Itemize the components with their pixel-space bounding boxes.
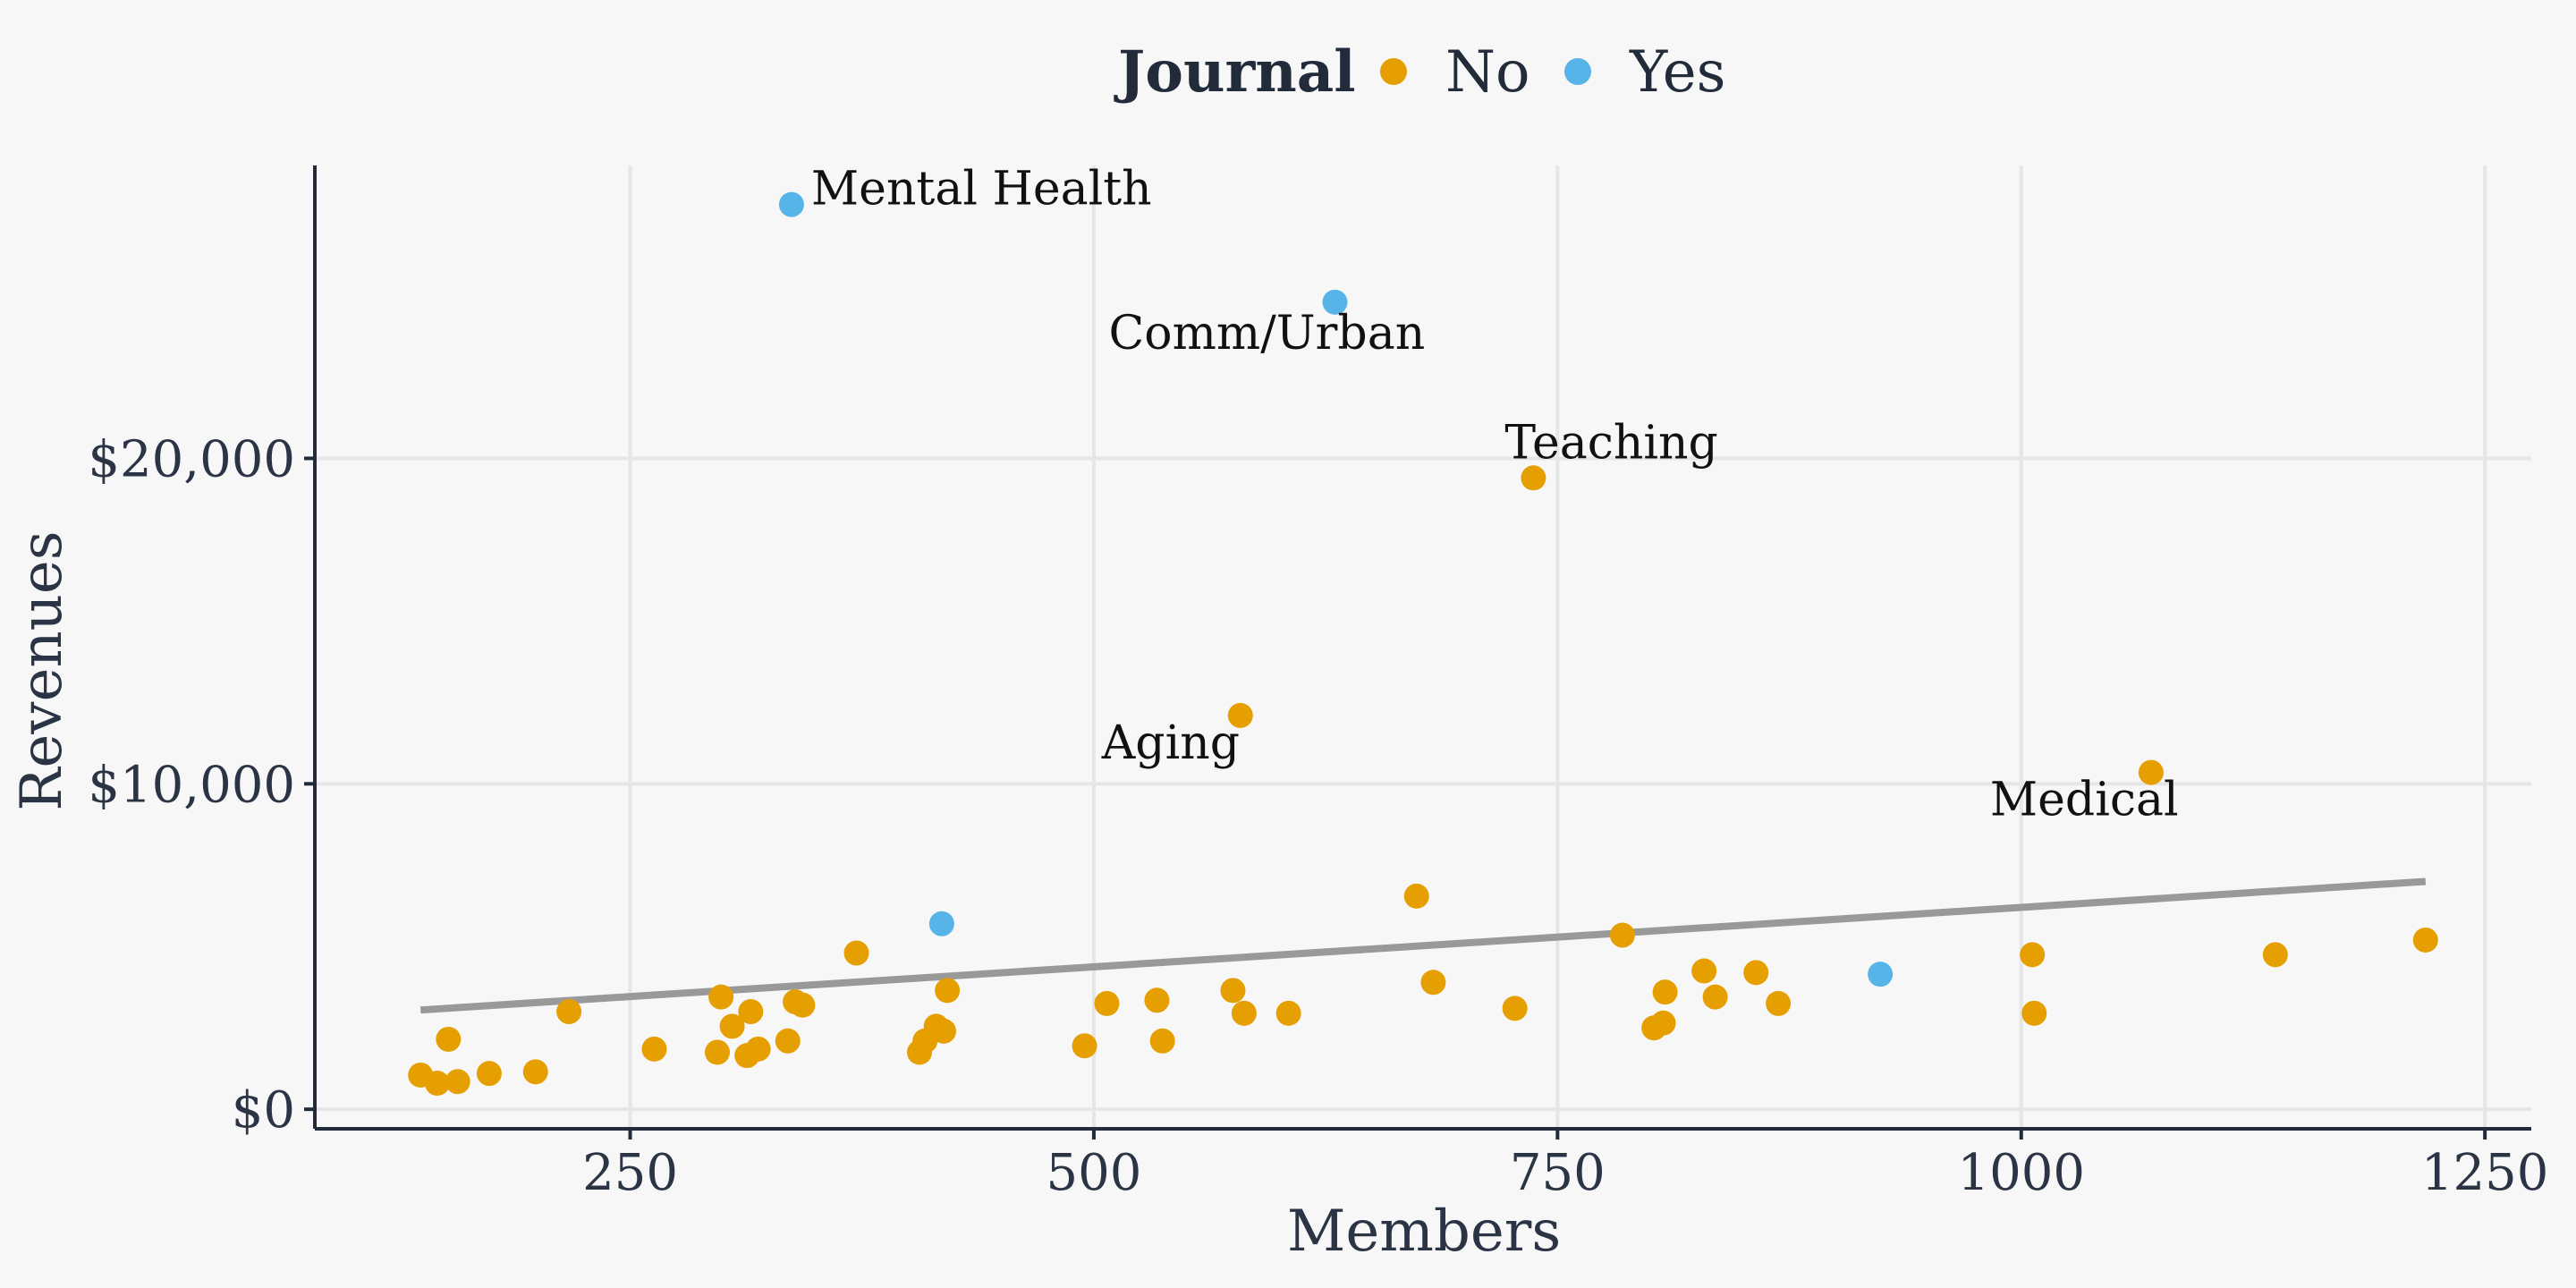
x-tick-label: 1000	[1957, 1144, 2085, 1202]
data-point	[1766, 990, 1792, 1016]
data-point	[1650, 1010, 1676, 1036]
data-point	[738, 999, 764, 1025]
data-point	[1072, 1033, 1097, 1059]
data-point	[1231, 1000, 1257, 1026]
data-point	[1322, 289, 1348, 315]
legend-key	[1380, 58, 1407, 85]
x-axis-title: Members	[1287, 1199, 1561, 1265]
data-point	[778, 191, 804, 217]
data-point	[1502, 996, 1528, 1021]
point-label: Mental Health	[811, 163, 1152, 216]
data-points	[408, 191, 2438, 1097]
x-tick-label: 1250	[2421, 1144, 2549, 1202]
point-label: Medical	[1990, 774, 2179, 827]
point-labels: Mental Health Comm/Urban Teaching Aging Medi…	[811, 163, 2179, 827]
data-point	[930, 1018, 956, 1044]
data-point	[1521, 465, 1546, 491]
data-point	[790, 992, 816, 1018]
data-point	[2412, 927, 2438, 953]
trend-line	[419, 877, 2427, 1014]
data-point	[1403, 883, 1429, 909]
data-point	[1227, 702, 1253, 728]
data-point	[445, 1069, 470, 1095]
data-point	[436, 1026, 462, 1052]
data-point	[928, 911, 954, 936]
data-point	[1702, 984, 1728, 1010]
point-label: Teaching	[1504, 416, 1717, 470]
y-tick-label: $20,000	[88, 430, 295, 488]
legend-label: Yes	[1629, 39, 1725, 106]
legend-title: Journal	[1114, 38, 1356, 106]
data-point	[2020, 942, 2046, 968]
data-point	[1743, 960, 1769, 986]
data-point	[1691, 958, 1717, 984]
y-axis-title: Revenues	[9, 530, 75, 810]
data-point	[745, 1036, 771, 1062]
point-label: Aging	[1101, 716, 1240, 770]
data-point	[935, 978, 961, 1004]
x-tick-label: 750	[1510, 1144, 1606, 1202]
data-point	[1220, 978, 1246, 1004]
y-tick-label: $10,000	[88, 756, 295, 814]
data-point	[704, 1039, 730, 1065]
grid-lines	[315, 165, 2531, 1129]
data-point	[1144, 987, 1170, 1013]
legend: Journal No Yes	[1114, 38, 1725, 106]
data-point	[1094, 990, 1120, 1016]
data-point	[1149, 1028, 1175, 1054]
x-tick-label: 250	[582, 1144, 678, 1202]
data-point	[522, 1059, 548, 1085]
data-point	[1420, 970, 1446, 996]
axes: 250 500 750 1000 1250 $0 $10,000 $20,000	[88, 165, 2548, 1202]
legend-key	[1564, 58, 1591, 85]
point-label: Comm/Urban	[1109, 307, 1426, 360]
data-point	[641, 1036, 667, 1062]
data-point	[1652, 979, 1678, 1005]
legend-label: No	[1445, 39, 1530, 106]
data-point	[843, 940, 869, 966]
trend-line-group	[419, 877, 2427, 1014]
data-point	[719, 1013, 745, 1039]
data-point	[2262, 942, 2288, 968]
data-point	[1275, 1000, 1301, 1026]
data-point	[424, 1071, 450, 1097]
y-tick-label: $0	[232, 1081, 295, 1140]
data-point	[476, 1061, 502, 1087]
data-point	[1868, 962, 1894, 987]
data-point	[775, 1028, 801, 1054]
data-point	[708, 984, 734, 1010]
data-point	[2138, 759, 2164, 785]
data-point	[1609, 922, 1635, 948]
data-point	[2021, 1000, 2047, 1026]
data-point	[556, 999, 582, 1025]
x-tick-label: 500	[1046, 1144, 1141, 1202]
